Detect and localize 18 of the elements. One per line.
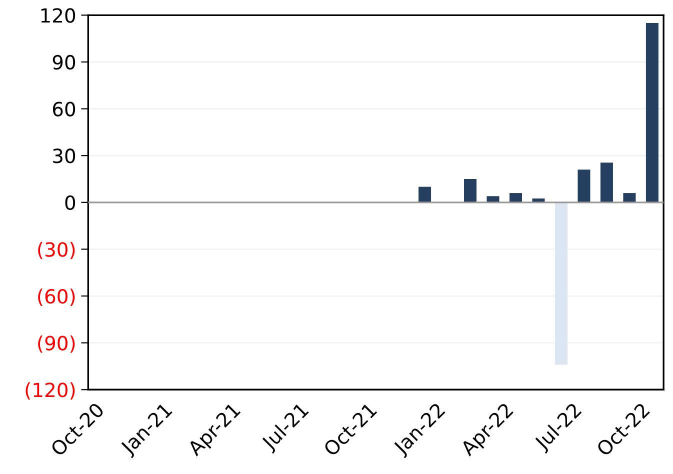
y-tick-label: (60)	[38, 288, 75, 306]
bar	[623, 193, 636, 202]
bar	[646, 22, 658, 202]
y-tick-label: (90)	[38, 335, 75, 353]
bar	[578, 170, 590, 202]
y-tick-label: (30)	[38, 242, 75, 260]
bar	[464, 178, 477, 202]
y-tick-label: 90	[52, 54, 76, 70]
y-tick-label: 30	[53, 148, 76, 164]
bar	[418, 186, 432, 202]
bar	[600, 162, 613, 202]
y-tick-label: (120)	[26, 382, 75, 400]
y-tick-label: 0	[65, 195, 76, 210]
y-tick-label: 60	[52, 102, 76, 116]
y-tick-label: 120	[41, 8, 76, 23]
bar	[509, 193, 522, 202]
bar	[554, 202, 568, 365]
bar	[486, 196, 500, 202]
